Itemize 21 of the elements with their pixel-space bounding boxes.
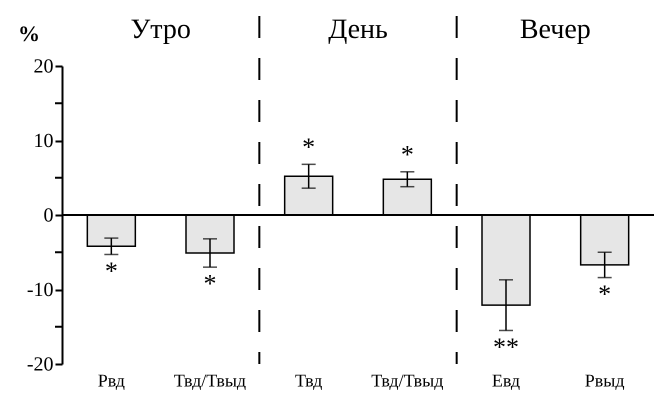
x-tick-label: Рвыд	[584, 370, 625, 390]
data-label: *	[302, 132, 316, 162]
x-tick-label: Рвд	[98, 370, 125, 390]
y-tick-label: 10	[34, 130, 54, 152]
y-tick-label: 0	[44, 204, 54, 226]
text: Вечер	[520, 14, 591, 45]
data-label: *	[104, 256, 118, 286]
x-tick-label: Твд/Твыд	[174, 370, 246, 390]
y-axis-title: %	[18, 21, 40, 46]
text: День	[328, 14, 388, 45]
y-tick-label: 20	[34, 56, 54, 78]
x-tick-label: Твд/Твыд	[371, 370, 444, 390]
data-label: *	[400, 140, 414, 169]
text: Утро	[130, 14, 191, 45]
data-label: *	[598, 280, 612, 309]
data-label: *	[204, 269, 216, 298]
x-tick-label: Евд	[492, 370, 520, 390]
data-label: **	[493, 332, 519, 362]
x-tick-label: Твд	[295, 370, 322, 390]
y-tick-label: -20	[26, 354, 54, 376]
y-tick-label: -10	[26, 279, 54, 301]
